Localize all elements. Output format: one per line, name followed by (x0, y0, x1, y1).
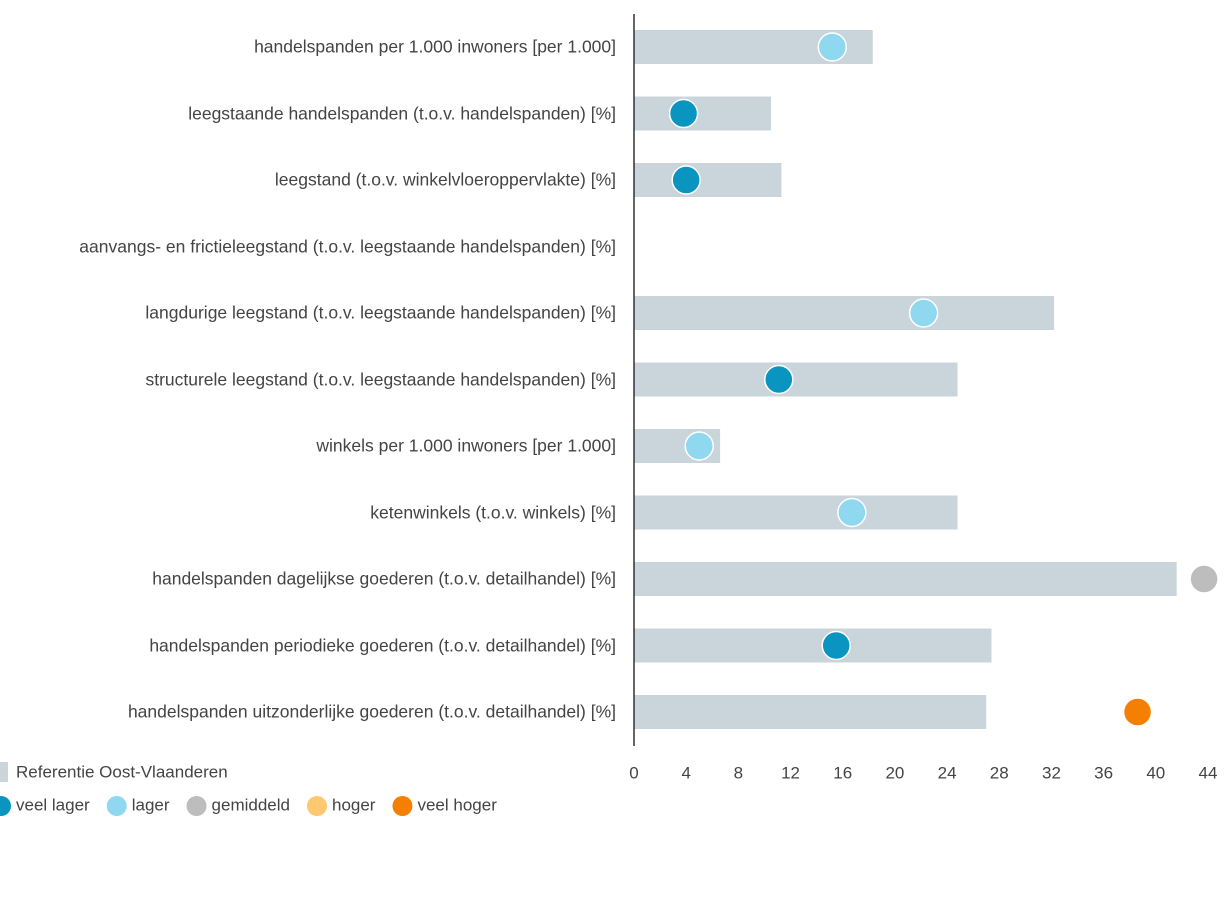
reference-bar (634, 296, 1055, 330)
x-tick-label: 16 (833, 763, 852, 782)
legend-label: Referentie Oost-Vlaanderen (16, 762, 228, 781)
legend-label: veel hoger (417, 795, 497, 814)
x-tick-label: 28 (990, 763, 1009, 782)
x-tick-label: 12 (781, 763, 800, 782)
legend-label: hoger (332, 795, 376, 814)
x-tick-label: 4 (681, 763, 690, 782)
dot (668, 98, 699, 129)
legend-dot (186, 796, 207, 816)
category-label: handelspanden periodieke goederen (t.o.v… (149, 635, 616, 655)
category-label: winkels per 1.000 inwoners [per 1.000] (316, 435, 616, 456)
legend-label: gemiddeld (212, 795, 290, 814)
category-label: leegstaande handelspanden (t.o.v. handel… (188, 103, 616, 123)
x-tick-label: 40 (1146, 763, 1165, 782)
dot (1122, 697, 1153, 727)
category-label: handelspanden dagelijkse goederen (t.o.v… (152, 568, 616, 589)
dot (837, 497, 867, 528)
legend-dot (106, 796, 127, 816)
legend-label: lager (132, 795, 170, 814)
x-tick-label: 0 (629, 763, 638, 782)
dot (1189, 564, 1219, 594)
dot (821, 630, 851, 661)
dot (908, 298, 939, 328)
category-label: leegstand (t.o.v. winkelvloeroppervlakte… (274, 169, 616, 190)
x-tick-label: 24 (938, 763, 957, 782)
legend-swatch (0, 762, 8, 782)
reference-bar (634, 163, 782, 197)
category-label: langdurige leegstand (t.o.v. leegstaande… (145, 302, 616, 323)
reference-bar (634, 695, 987, 729)
reference-bar (634, 628, 992, 663)
x-tick-label: 32 (1042, 763, 1061, 782)
x-tick-label: 36 (1094, 763, 1113, 782)
category-label: handelspanden per 1.000 inwoners [per 1.… (254, 36, 616, 57)
reference-bar (634, 96, 771, 131)
dot (764, 364, 794, 395)
category-label: handelspanden uitzonderlijke goederen (t… (127, 701, 616, 722)
legend-dot (0, 796, 11, 816)
x-tick-label: 44 (1199, 763, 1218, 782)
x-tick-label: 20 (885, 763, 904, 782)
category-label: aanvangs- en frictieleegstand (t.o.v. le… (79, 236, 616, 256)
reference-bar (634, 562, 1177, 596)
dot (817, 32, 848, 62)
dot (671, 165, 701, 195)
x-tick-label: 8 (734, 763, 743, 782)
category-label: structurele leegstand (t.o.v. leegstaand… (145, 369, 616, 389)
legend-label: veel lager (16, 795, 90, 814)
legend-dot (306, 796, 327, 816)
reference-bar (634, 495, 958, 530)
category-label: ketenwinkels (t.o.v. winkels) [%] (370, 502, 616, 522)
legend-dot (392, 796, 413, 816)
dot (684, 431, 714, 461)
reference-bar (634, 362, 958, 397)
